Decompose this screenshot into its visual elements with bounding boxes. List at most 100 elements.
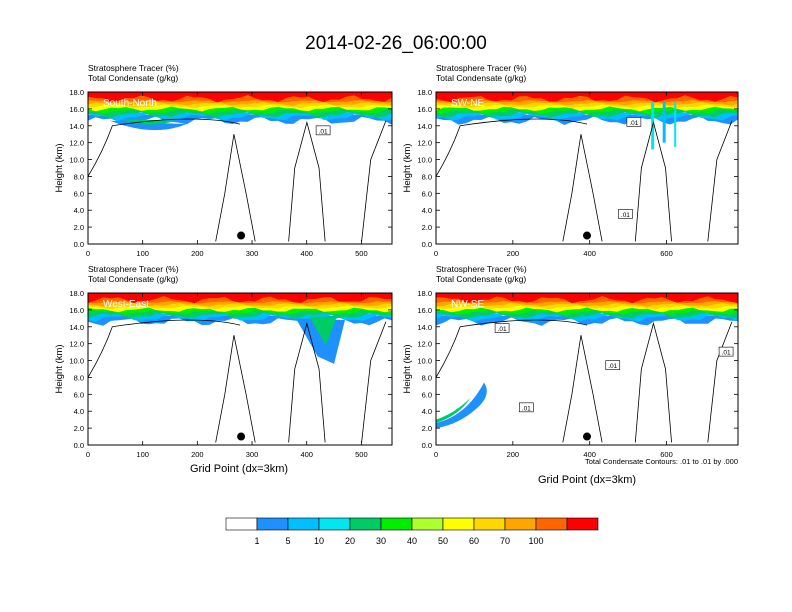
y-axis-label: Height (km) [54, 344, 65, 393]
y-tick-label: 14.0 [417, 122, 432, 131]
y-tick-label: 18.0 [69, 289, 84, 298]
colorbar-swatch [225, 517, 258, 531]
condensate-contour [707, 120, 733, 242]
x-tick-label: 200 [191, 249, 204, 258]
panel-title-line-1: Stratosphere Tracer (%) [88, 264, 179, 274]
panel-nw-se: Stratosphere Tracer (%)Total Condensate … [402, 264, 739, 459]
panel-sw-ne: Stratosphere Tracer (%)Total Condensate … [402, 63, 739, 258]
y-tick-label: 0.0 [74, 240, 84, 249]
y-tick-label: 16.0 [69, 306, 84, 315]
colorbar-swatch [411, 517, 444, 531]
figure-title: 2014-02-26_06:00:00 [305, 33, 487, 54]
colorbar-swatch [566, 517, 599, 531]
condensate-contour [87, 319, 241, 378]
y-tick-label: 18.0 [69, 88, 84, 97]
y-tick-label: 8.0 [422, 172, 432, 181]
panel-west-east: Stratosphere Tracer (%)Total Condensate … [54, 264, 393, 459]
condensate-contour [215, 335, 256, 443]
panel-title-line-1: Stratosphere Tracer (%) [436, 264, 527, 274]
x-axis-label-right: Grid Point (dx=3km) [538, 474, 636, 486]
colorbar-swatch [504, 517, 537, 531]
panel-label: NW-SE [451, 299, 484, 310]
colorbar-swatch [473, 517, 506, 531]
plot-frame [87, 91, 393, 245]
y-tick-label: 4.0 [74, 206, 84, 215]
panel-title-line-1: Stratosphere Tracer (%) [88, 63, 179, 73]
panel-title-line-1: Stratosphere Tracer (%) [436, 63, 527, 73]
panel-title-line-2: Total Condensate (g/kg) [436, 274, 526, 284]
y-tick-label: 4.0 [422, 206, 432, 215]
x-tick-label: 500 [355, 450, 368, 459]
colorbar-label: 60 [469, 536, 479, 546]
colorbar-swatch [256, 517, 289, 531]
contour-label: .01 [621, 212, 630, 219]
y-tick-label: 18.0 [417, 289, 432, 298]
x-tick-label: 500 [355, 249, 368, 258]
contour-label-box [518, 402, 534, 413]
x-tick-label: 400 [583, 450, 596, 459]
colorbar-label: 30 [376, 536, 386, 546]
y-tick-label: 6.0 [74, 189, 84, 198]
tracer-intrusion [662, 102, 666, 143]
tracer-band [436, 108, 738, 118]
contour-label: .01 [319, 128, 328, 135]
tracer-band [436, 315, 738, 326]
x-tick-label: 0 [86, 450, 90, 459]
y-tick-label: 12.0 [417, 340, 432, 349]
y-tick-label: 10.0 [69, 156, 84, 165]
y-tick-label: 12.0 [69, 340, 84, 349]
contour-label-box [315, 125, 331, 136]
x-tick-label: 100 [136, 249, 149, 258]
colorbar-label: 70 [500, 536, 510, 546]
x-tick-label: 400 [583, 249, 596, 258]
condensate-contour [87, 118, 241, 177]
location-marker [237, 231, 246, 240]
tracer-intrusion [436, 397, 471, 424]
panel-title-line-2: Total Condensate (g/kg) [436, 73, 526, 83]
contour-label: .01 [522, 405, 531, 412]
colorbar-swatch [318, 517, 351, 531]
contour-label-box [494, 323, 510, 333]
colorbar-label: 20 [345, 536, 355, 546]
x-tick-label: 200 [191, 450, 204, 459]
x-tick-label: 400 [300, 249, 313, 258]
plot-frame [435, 292, 739, 446]
y-tick-label: 0.0 [422, 240, 432, 249]
y-tick-label: 6.0 [74, 390, 84, 399]
panel-south-north: Stratosphere Tracer (%)Total Condensate … [54, 63, 393, 258]
condensate-contour [288, 321, 326, 443]
y-tick-label: 16.0 [69, 105, 84, 114]
x-tick-label: 300 [246, 450, 259, 459]
condensate-contour [288, 120, 326, 242]
y-tick-label: 8.0 [422, 373, 432, 382]
y-tick-label: 14.0 [69, 323, 84, 332]
x-tick-label: 0 [434, 249, 438, 258]
x-tick-label: 600 [660, 249, 673, 258]
colorbar-label: 50 [438, 536, 448, 546]
tracer-intrusion [309, 316, 337, 346]
y-axis-label: Height (km) [402, 143, 413, 192]
y-tick-label: 2.0 [74, 223, 84, 232]
condensate-contour [215, 134, 256, 242]
x-tick-label: 400 [300, 450, 313, 459]
y-tick-label: 10.0 [417, 156, 432, 165]
panel-label: West-East [103, 299, 149, 310]
x-axis-label-left: Grid Point (dx=3km) [190, 463, 288, 475]
y-tick-label: 2.0 [422, 223, 432, 232]
y-tick-label: 4.0 [74, 407, 84, 416]
x-tick-label: 600 [660, 450, 673, 459]
colorbar-swatch [349, 517, 382, 531]
tracer-band [436, 293, 738, 304]
x-tick-label: 0 [434, 450, 438, 459]
x-tick-label: 0 [86, 249, 90, 258]
y-tick-label: 16.0 [417, 105, 432, 114]
location-marker [583, 231, 591, 240]
panel-title-line-2: Total Condensate (g/kg) [88, 73, 178, 83]
colorbar: 1 5 10 20 30 40 50 60 70 100 [225, 517, 599, 546]
y-tick-label: 12.0 [417, 139, 432, 148]
panel-label: SW-NE [451, 98, 484, 109]
condensate-contour [435, 319, 588, 378]
y-tick-label: 4.0 [422, 407, 432, 416]
y-tick-label: 10.0 [417, 357, 432, 366]
